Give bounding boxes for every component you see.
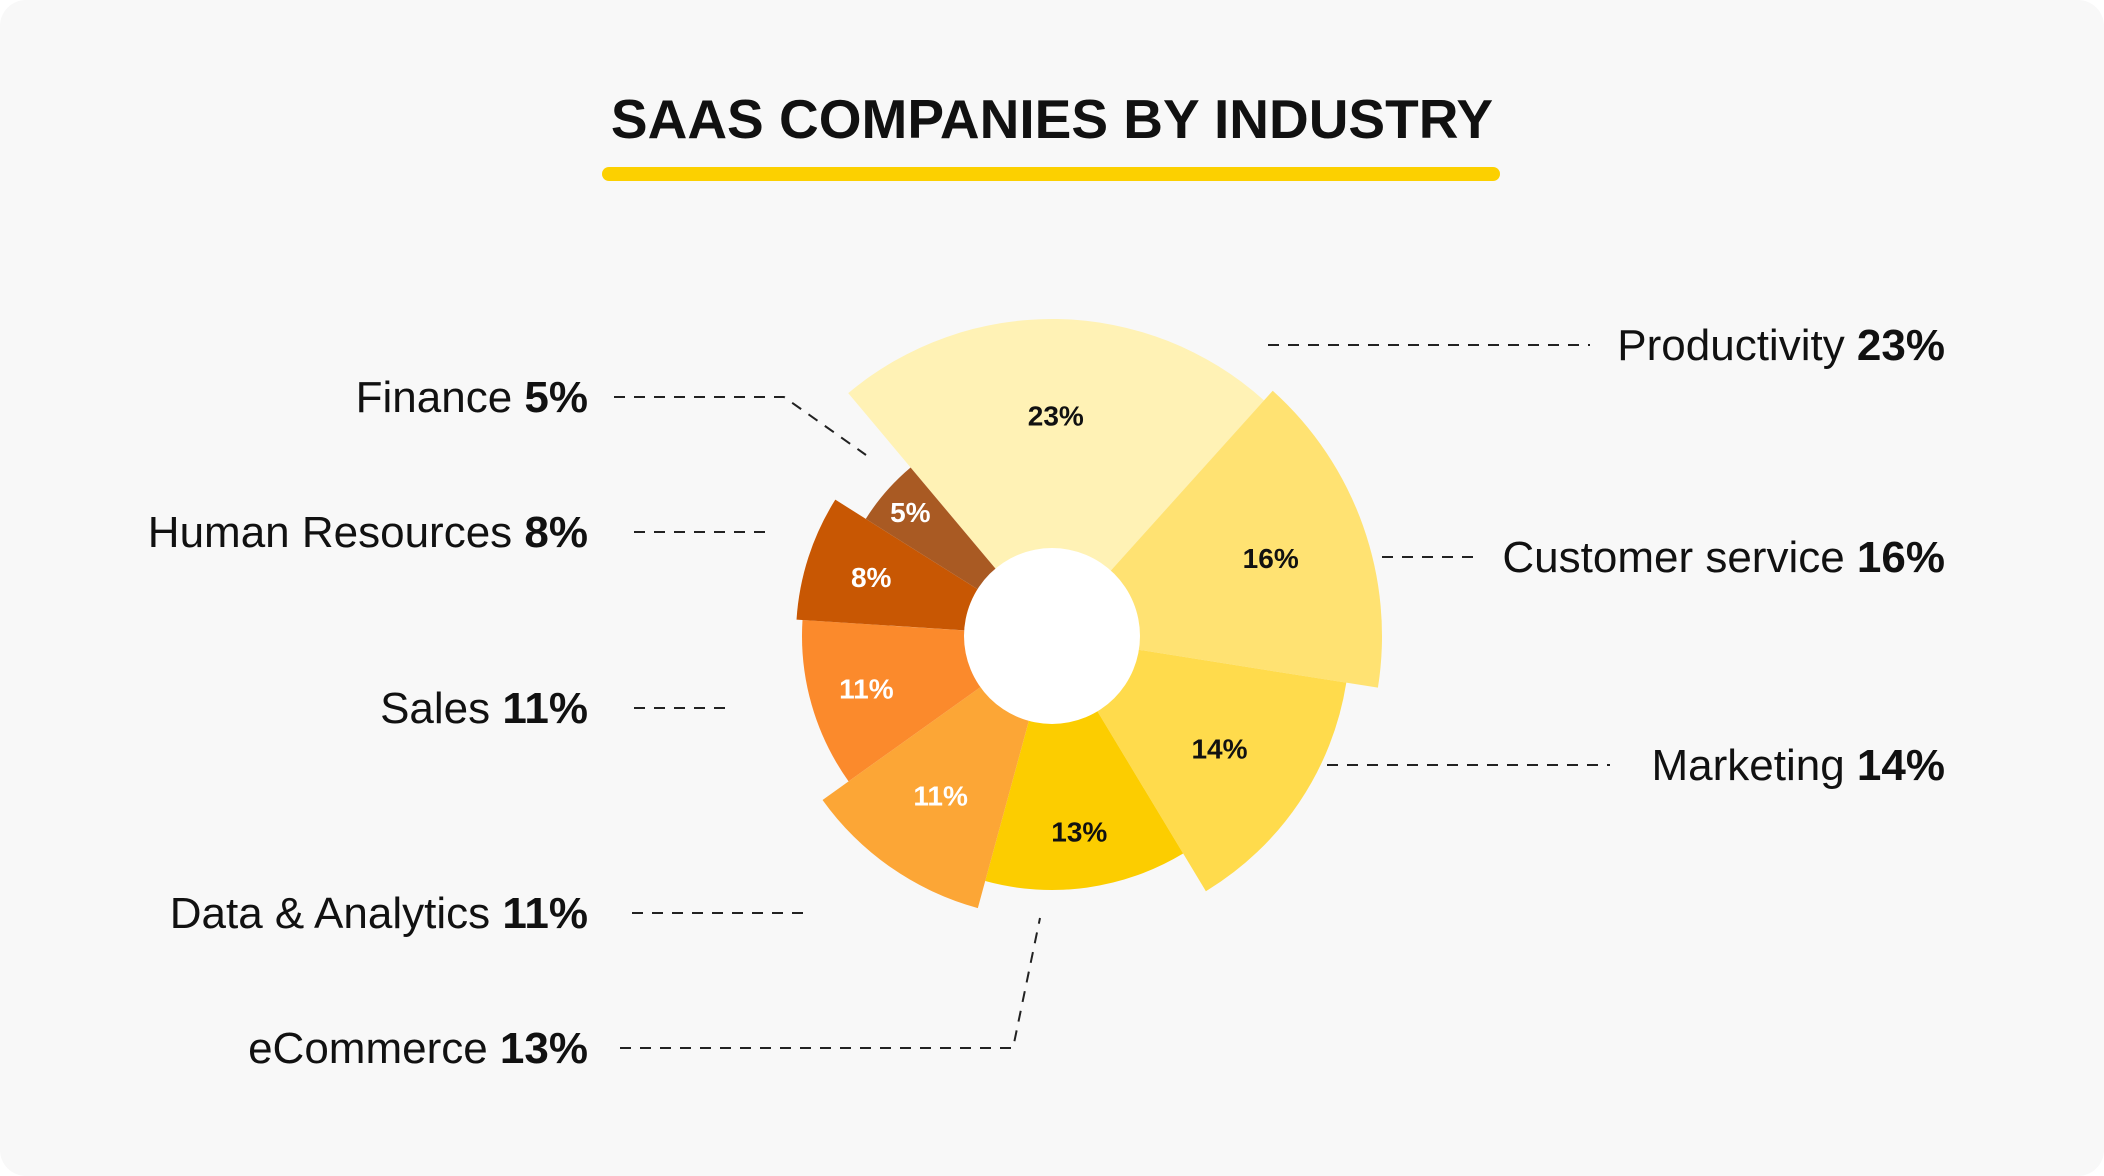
- slice-productivity: [848, 319, 1265, 636]
- data-label-sales: 11%: [839, 674, 894, 705]
- leader-lines-layer: [614, 344, 1610, 1049]
- legend-name-ecommerce: eCommerce: [248, 1024, 500, 1073]
- slice-marketing: [1052, 636, 1347, 892]
- legend-value-productivity: 23%: [1857, 321, 1945, 370]
- legend-name-sales: Sales: [380, 684, 502, 733]
- legend-value-finance: 5%: [524, 373, 588, 422]
- legend-value-sales: 11%: [502, 684, 588, 733]
- slices-layer: [796, 319, 1383, 909]
- legend-label-finance: Finance 5%: [356, 373, 588, 422]
- legend-labels-layer: Productivity 23% Customer service 16% Mark…: [148, 321, 1945, 1073]
- legend-value-human-resources: 8%: [524, 508, 588, 557]
- legend-name-marketing: Marketing: [1652, 741, 1857, 790]
- legend-value-marketing: 14%: [1857, 741, 1945, 790]
- legend-label-productivity: Productivity 23%: [1617, 321, 1945, 370]
- legend-label-sales: Sales 11%: [380, 684, 588, 733]
- legend-value-data-and-analytics: 11%: [502, 889, 588, 938]
- leader-line-finance: [614, 396, 867, 456]
- legend-label-human-resources: Human Resources 8%: [148, 508, 588, 557]
- data-label-productivity: 23%: [1028, 401, 1084, 432]
- legend-label-data-and-analytics: Data & Analytics 11%: [170, 889, 588, 938]
- legend-name-human-resources: Human Resources: [148, 508, 525, 557]
- legend-value-ecommerce: 13%: [500, 1024, 588, 1073]
- data-label-human-resources: 8%: [851, 562, 892, 593]
- data-label-data-and-analytics: 11%: [913, 781, 968, 812]
- chart-title: SAAS COMPANIES BY INDUSTRY: [611, 88, 1493, 150]
- slice-data-and-analytics: [822, 636, 1052, 909]
- data-label-marketing: 14%: [1191, 733, 1247, 764]
- legend-name-productivity: Productivity: [1617, 321, 1857, 370]
- legend-label-ecommerce: eCommerce 13%: [248, 1024, 588, 1073]
- data-label-ecommerce: 13%: [1051, 817, 1107, 848]
- legend-name-data-and-analytics: Data & Analytics: [170, 889, 503, 938]
- data-labels-layer: 23% 16% 14% 13% 11% 11% 8% 5%: [839, 401, 1299, 848]
- title-underline: [602, 167, 1500, 181]
- data-label-customer-service: 16%: [1243, 543, 1299, 574]
- leader-line-ecommerce: [620, 917, 1041, 1049]
- data-label-finance: 5%: [890, 497, 931, 528]
- legend-name-finance: Finance: [356, 373, 525, 422]
- legend-label-customer-service: Customer service 16%: [1502, 533, 1945, 582]
- legend-name-customer-service: Customer service: [1502, 533, 1857, 582]
- legend-label-marketing: Marketing 14%: [1652, 741, 1946, 790]
- legend-value-customer-service: 16%: [1857, 533, 1945, 582]
- donut-hole: [964, 548, 1140, 724]
- slice-ecommerce: [985, 636, 1184, 891]
